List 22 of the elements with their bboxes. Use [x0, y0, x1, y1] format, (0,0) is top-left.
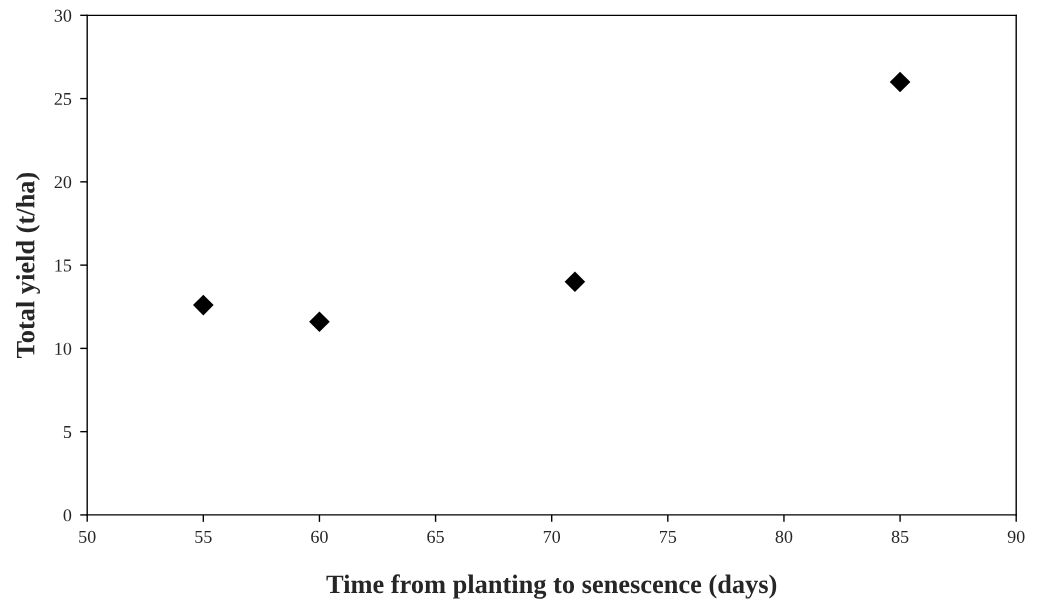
- y-tick-label: 0: [63, 509, 72, 522]
- x-tick-label: 55: [195, 530, 212, 543]
- x-tick-label: 50: [79, 530, 96, 543]
- y-tick-label: 5: [63, 426, 72, 439]
- point: [889, 71, 911, 93]
- y-tick-label: 25: [54, 92, 72, 106]
- y-axis-title: Total yield (t/ha): [15, 172, 40, 359]
- point: [193, 294, 214, 316]
- y-tick-label: 10: [55, 342, 72, 355]
- y-tick-label: 20: [54, 176, 72, 189]
- y-tick-label: 15: [55, 259, 72, 272]
- x-tick-label: 90: [1007, 530, 1025, 543]
- x-tick-label: 65: [427, 530, 444, 543]
- point: [564, 271, 586, 293]
- x-axis-title: Time from planting to senescence (days): [326, 574, 777, 599]
- x-tick-label: 60: [311, 530, 328, 543]
- x-tick-label: 75: [659, 530, 677, 543]
- x-tick-label: 85: [891, 530, 909, 543]
- y-tick-label: 30: [54, 9, 72, 22]
- x-tick-label: 70: [543, 530, 561, 543]
- point: [309, 311, 330, 333]
- x-tick-label: 80: [775, 530, 793, 543]
